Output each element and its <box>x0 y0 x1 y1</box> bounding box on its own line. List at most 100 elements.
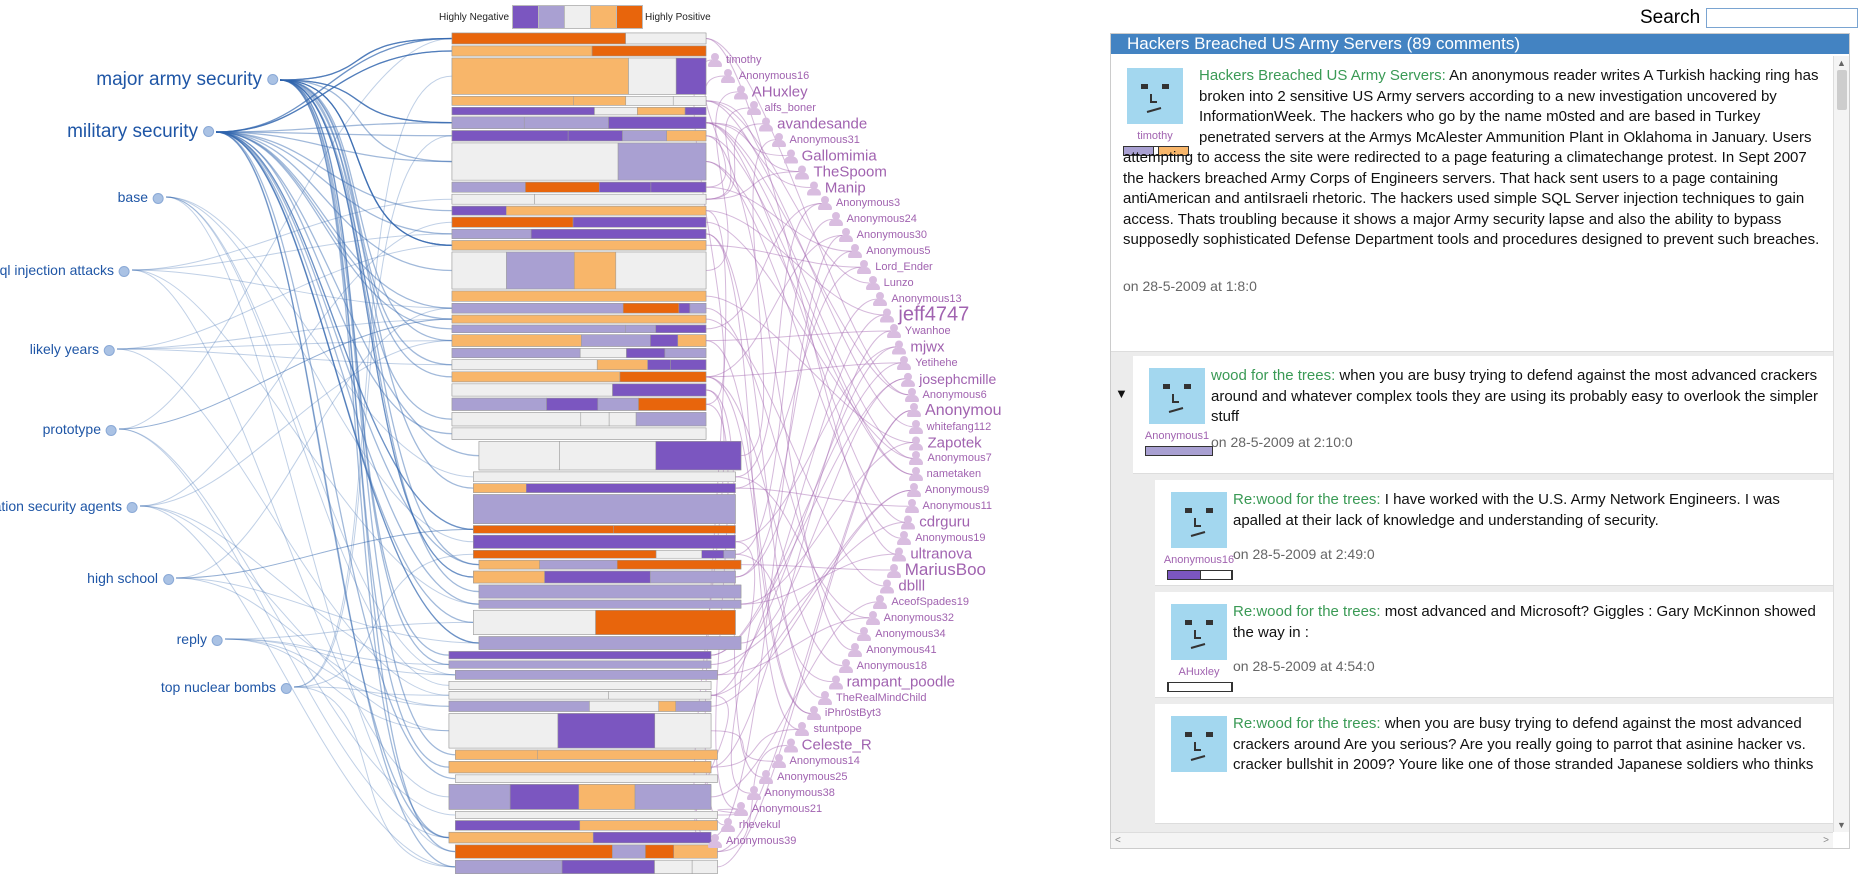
user-anonymous24[interactable]: Anonymous24 <box>828 212 917 227</box>
comment-bar[interactable] <box>451 205 707 216</box>
comment-bar[interactable] <box>451 130 707 142</box>
user-yetihehe[interactable]: Yetihehe <box>897 355 958 370</box>
comment-title[interactable]: Re:wood for the trees: <box>1233 491 1381 508</box>
keyword-military-security[interactable]: military security <box>67 121 214 143</box>
comment-bar[interactable] <box>473 570 736 584</box>
user-anonymous7[interactable]: Anonymous7 <box>909 451 992 466</box>
comment-bar[interactable] <box>451 412 707 427</box>
keyword-reply[interactable]: reply <box>177 631 223 647</box>
comment-bar[interactable] <box>473 494 736 524</box>
comment-bar[interactable] <box>451 334 707 347</box>
user-anonymous13[interactable]: Anonymous13 <box>873 292 962 307</box>
vertical-scrollbar[interactable]: ▲ ▼ <box>1833 56 1849 832</box>
comment-bar[interactable] <box>451 359 707 371</box>
user-ywanhoe[interactable]: Ywanhoe <box>886 323 951 338</box>
user-manip[interactable]: Manip <box>806 179 866 196</box>
comment-bar[interactable] <box>448 691 712 700</box>
user-rhevekul[interactable]: rhevekul <box>720 818 780 833</box>
user-stuntpope[interactable]: stuntpope <box>795 722 862 737</box>
comment-bar[interactable] <box>451 240 707 251</box>
keyword-base[interactable]: base <box>118 189 164 205</box>
comment-bar[interactable] <box>478 559 742 570</box>
comment-bar[interactable] <box>451 302 707 314</box>
user-dblll[interactable]: dblll <box>880 577 925 594</box>
user-anonymous16[interactable]: Anonymous16 <box>720 68 809 83</box>
comment[interactable]: AHuxley Re:wood for the trees: most advan… <box>1155 592 1833 698</box>
keyword-sql-injection-attacks[interactable]: sql injection attacks <box>0 262 130 278</box>
scroll-left-icon[interactable]: < <box>1115 835 1121 846</box>
comment[interactable]: Anonymous1 wood for the trees: when you a… <box>1133 356 1833 474</box>
user-nametaken[interactable]: nametaken <box>908 467 981 482</box>
comment-bar[interactable] <box>455 844 718 859</box>
comment-bar[interactable] <box>455 749 718 760</box>
collapse-toggle-icon[interactable]: ▼ <box>1115 386 1128 401</box>
scroll-right-icon[interactable]: > <box>1823 835 1829 846</box>
comment-bar[interactable] <box>448 681 712 690</box>
comment-bar[interactable] <box>478 636 742 650</box>
comment-bar[interactable] <box>473 525 736 534</box>
user-anonymous18[interactable]: Anonymous18 <box>838 658 927 673</box>
search-input[interactable] <box>1706 8 1859 28</box>
comment-bar[interactable] <box>448 761 712 774</box>
user-avandesande[interactable]: avandesande <box>759 115 867 132</box>
comment-bar[interactable] <box>451 107 707 116</box>
scroll-thumb[interactable] <box>1837 70 1847 110</box>
comment-bar[interactable] <box>451 96 707 106</box>
scroll-down-icon[interactable]: ▼ <box>1837 820 1846 830</box>
comment-bar[interactable] <box>473 471 736 482</box>
user-anonymous11[interactable]: Anonymous11 <box>904 499 992 514</box>
user-anonymous6[interactable]: Anonymous6 <box>904 387 987 402</box>
keyword-prototype[interactable]: prototype <box>43 421 117 437</box>
comment-bar[interactable] <box>473 550 736 559</box>
keyword-ation-security-agents[interactable]: ation security agents <box>0 498 138 514</box>
user-alfs_boner[interactable]: alfs_boner <box>746 100 816 115</box>
user-whitefang112[interactable]: whitefang112 <box>908 419 991 434</box>
comment-bar[interactable] <box>451 251 707 290</box>
comment-bar[interactable] <box>451 324 707 333</box>
comment-title[interactable]: Re:wood for the trees: <box>1233 603 1381 620</box>
comment-author[interactable]: Anonymous1 <box>1144 430 1210 442</box>
user-anonymous5[interactable]: Anonymous5 <box>848 244 930 259</box>
comment-title[interactable]: Re:wood for the trees: <box>1233 715 1381 732</box>
comment-bar[interactable] <box>451 371 707 383</box>
comment-bar[interactable] <box>451 181 707 193</box>
comment-bar[interactable] <box>451 193 707 205</box>
keyword-high-school[interactable]: high school <box>87 570 174 586</box>
user-josephcmille[interactable]: josephcmille <box>901 371 996 387</box>
comment-bar[interactable] <box>451 383 707 397</box>
user-lunzo[interactable]: Lunzo <box>865 276 914 291</box>
user-timothy[interactable]: timothy <box>708 53 761 67</box>
user-anonymous3[interactable]: Anonymous3 <box>817 196 900 211</box>
comment-bar[interactable] <box>473 483 736 493</box>
user-anonymous21[interactable]: Anonymous21 <box>733 802 822 817</box>
comment-bar[interactable] <box>455 820 718 831</box>
comment-bar[interactable] <box>455 669 718 680</box>
user-anonymous19[interactable]: Anonymous19 <box>897 531 986 546</box>
user-mariusboo[interactable]: MariusBoo <box>886 560 986 580</box>
user-anonymous31[interactable]: Anonymous31 <box>771 132 860 147</box>
user-ahuxley[interactable]: AHuxley <box>733 83 808 100</box>
user-rampant_poodle[interactable]: rampant_poodle <box>828 673 955 690</box>
comment-bar[interactable] <box>448 784 712 810</box>
comment[interactable]: Anonymous16 Re:wood for the trees: I have… <box>1155 480 1833 586</box>
comment-bar[interactable] <box>455 859 718 874</box>
user-iphr0stbyt3[interactable]: iPhr0stByt3 <box>806 706 881 721</box>
comment[interactable]: Re:wood for the trees: when you are busy… <box>1155 704 1833 824</box>
story-post[interactable]: timothy Hackers Breached US Army Servers:… <box>1111 56 1833 352</box>
comment-bar[interactable] <box>451 228 707 239</box>
comment-bar[interactable] <box>455 811 718 819</box>
comment-bar[interactable] <box>451 32 707 45</box>
comment-bar[interactable] <box>451 142 707 181</box>
comment-bar[interactable] <box>478 599 742 609</box>
comment-bar[interactable] <box>451 57 707 95</box>
user-aceofspades19[interactable]: AceofSpades19 <box>873 594 969 609</box>
keyword-top-nuclear-bombs[interactable]: top nuclear bombs <box>161 679 292 695</box>
comment-bar[interactable] <box>451 45 707 57</box>
user-gallomimia[interactable]: Gallomimia <box>783 147 877 164</box>
comment-author[interactable]: AHuxley <box>1178 666 1220 678</box>
comment-bar[interactable] <box>473 534 736 549</box>
comment-bar[interactable] <box>478 441 742 471</box>
user-cdrguru[interactable]: cdrguru <box>901 514 970 531</box>
keyword-likely-years[interactable]: likely years <box>30 341 115 357</box>
comment-bar[interactable] <box>448 651 712 660</box>
